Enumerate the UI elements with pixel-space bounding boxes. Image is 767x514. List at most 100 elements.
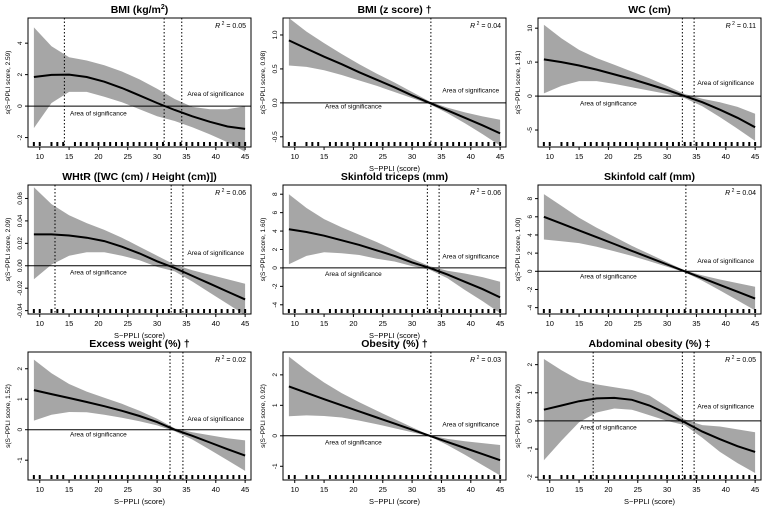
significance-annotation: Area of significance — [70, 431, 127, 438]
x-tick-label: 25 — [124, 152, 132, 161]
x-tick-label: 15 — [575, 152, 583, 161]
r-squared-label: R 2 = 0.11 — [726, 21, 756, 30]
panel-4: 10 15 20 25 30 35 40 45 -0.04 -0.02 0.00 0.02 0.04 0.… — [5, 171, 252, 340]
y-tick-label: -4 — [272, 302, 279, 308]
x-tick-label: 20 — [604, 319, 612, 328]
y-tick-label: 0.06 — [17, 192, 24, 205]
significance-annotation: Area of significance — [442, 254, 499, 261]
y-tick-label: 0.02 — [17, 237, 24, 250]
y-tick-label: -2 — [527, 474, 534, 480]
panel-title: WC (cm) — [628, 4, 671, 16]
x-tick-label: 25 — [379, 319, 387, 328]
r-squared-label: R 2 = 0.02 — [215, 355, 246, 364]
confidence-band — [33, 27, 246, 152]
y-axis-label: s(S−PPLI score, 1.60) — [260, 218, 267, 282]
y-tick-label: 2 — [17, 72, 24, 76]
panel-9: 10 15 20 25 30 35 40 45 -2 -1 0 1 2 s(S−PPLI score, 2… — [515, 338, 762, 506]
y-axis-label: s(S−PPLI score, 1.81) — [515, 51, 522, 115]
y-tick-label: 2 — [17, 367, 24, 371]
y-axis-label: s(S−PPLI score, 2.59) — [5, 51, 12, 115]
x-tick-label: 30 — [408, 319, 416, 328]
fitted-line — [33, 73, 246, 130]
y-tick-label: 0 — [17, 428, 24, 432]
plot-frame — [282, 17, 507, 148]
x-axis-label: S−PPLI (score) — [114, 331, 166, 340]
x-tick-label: 35 — [437, 485, 445, 494]
x-tick-label: 10 — [546, 152, 554, 161]
x-axis-label: S−PPLI (score) — [369, 164, 421, 173]
y-tick-label: 1 — [527, 391, 534, 395]
x-tick-label: 20 — [94, 319, 102, 328]
plot-frame — [27, 184, 252, 315]
x-tick-label: 40 — [722, 319, 730, 328]
significance-annotation: Area of significance — [580, 424, 637, 431]
x-tick-label: 25 — [124, 319, 132, 328]
panel-7: 10 15 20 25 30 35 40 45 -1 0 1 2 s(S−PPLI score, 1.5… — [5, 338, 252, 506]
r-squared-label: R 2 = 0.05 — [725, 355, 756, 364]
y-tick-label: -0.5 — [272, 131, 279, 143]
x-tick-label: 30 — [408, 485, 416, 494]
x-tick-label: 35 — [182, 152, 190, 161]
r-squared-label: R 2 = 0.04 — [725, 188, 756, 197]
panel-2: 10 15 20 25 30 35 40 45 -0.5 0.0 0.5 1.0 s(S−PPLI sc… — [260, 4, 507, 173]
y-tick-label: 6 — [527, 215, 534, 219]
x-tick-label: 15 — [320, 485, 328, 494]
confidence-band — [543, 24, 756, 141]
panel-title: Obesity (%) † — [361, 338, 428, 350]
x-tick-label: 40 — [467, 485, 475, 494]
y-tick-label: 2 — [272, 373, 279, 377]
x-tick-label: 20 — [349, 152, 357, 161]
x-tick-label: 10 — [291, 152, 299, 161]
fitted-line — [288, 385, 501, 462]
panel-title: Abdominal obesity (%) ‡ — [589, 338, 711, 350]
x-tick-label: 15 — [65, 485, 73, 494]
panel-title: Skinfold triceps (mm) — [341, 171, 448, 183]
y-tick-label: -2 — [527, 286, 534, 292]
confidence-band — [543, 194, 756, 311]
x-tick-label: 35 — [692, 485, 700, 494]
x-tick-label: 20 — [604, 485, 612, 494]
y-axis-label: s(S−PPLI score, 1.00) — [515, 218, 522, 282]
confidence-band — [33, 187, 246, 316]
x-tick-label: 10 — [546, 319, 554, 328]
r-squared-label: R 2 = 0.03 — [470, 355, 501, 364]
significance-annotation: Area of significance — [325, 271, 382, 278]
x-tick-label: 40 — [722, 152, 730, 161]
panel-title: BMI (kg/m2) — [111, 4, 169, 16]
y-tick-label: -2 — [272, 283, 279, 289]
x-axis-label: S−PPLI (score) — [369, 497, 421, 506]
x-tick-label: 20 — [94, 485, 102, 494]
y-tick-label: 0 — [17, 104, 24, 108]
y-tick-label: 2 — [527, 251, 534, 255]
x-tick-label: 40 — [212, 319, 220, 328]
x-tick-label: 45 — [496, 319, 504, 328]
x-tick-label: 15 — [320, 152, 328, 161]
fitted-line — [288, 228, 501, 299]
y-tick-label: 4 — [17, 41, 24, 45]
y-axis-label: s(S−PPLI score, 1.52) — [5, 384, 12, 448]
x-tick-label: 45 — [496, 152, 504, 161]
x-tick-label: 25 — [379, 152, 387, 161]
x-tick-label: 30 — [663, 485, 671, 494]
x-tick-label: 20 — [604, 152, 612, 161]
fitted-line — [543, 215, 756, 300]
y-axis-label: s(S−PPLI score, 0.98) — [260, 51, 267, 115]
x-axis-label: S−PPLI (score) — [624, 497, 676, 506]
y-tick-label: 0 — [527, 269, 534, 273]
y-tick-label: 4 — [527, 233, 534, 237]
y-tick-label: 8 — [527, 196, 534, 200]
y-tick-label: 2 — [527, 362, 534, 366]
plot-frame — [282, 351, 507, 481]
significance-annotation: Area of significance — [325, 103, 382, 110]
fitted-line — [33, 389, 246, 457]
panel-title: Skinfold calf (mm) — [604, 171, 695, 183]
x-tick-label: 45 — [751, 152, 759, 161]
y-tick-label: 0 — [527, 94, 534, 98]
y-tick-label: -1 — [17, 457, 24, 463]
y-tick-label: 0 — [272, 434, 279, 438]
significance-annotation: Area of significance — [442, 88, 499, 95]
x-tick-label: 15 — [320, 319, 328, 328]
x-tick-label: 30 — [663, 319, 671, 328]
panel-5: 10 15 20 25 30 35 40 45 -4 -2 0 2 4 6 8 s(S−PPLI score,… — [260, 171, 507, 340]
